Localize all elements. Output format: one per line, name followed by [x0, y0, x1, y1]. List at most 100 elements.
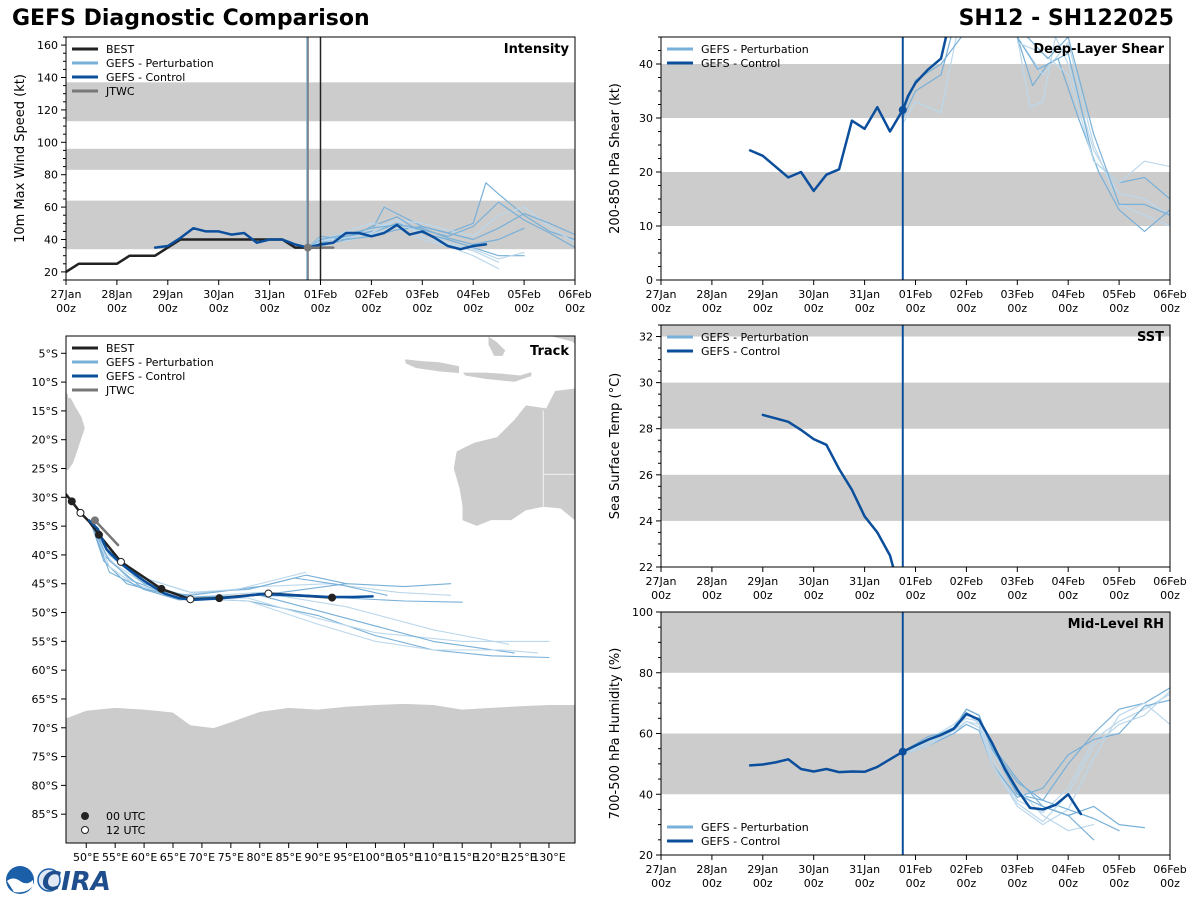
x-tick-sublabel: 00z — [702, 302, 722, 315]
x-tick-sublabel: 00z — [753, 877, 773, 890]
y-tick-label: 40 — [639, 788, 653, 801]
y-tick-label: 120 — [37, 104, 58, 117]
x-tick-label: 02Feb — [950, 863, 983, 876]
series-group — [761, 413, 895, 567]
x-tick-sublabel: 00z — [311, 302, 331, 315]
x-tick-label: 105°E — [388, 851, 421, 864]
x-tick-label: 04Feb — [1051, 575, 1084, 588]
x-tick-label: 125°E — [503, 851, 536, 864]
madagascar-land — [66, 391, 86, 471]
legend-label: GEFS - Control — [701, 57, 780, 70]
perturbation-line — [902, 690, 1170, 823]
init-marker — [898, 105, 907, 114]
x-tick-label: 65°E — [160, 851, 186, 864]
marker-legend-symbol — [81, 812, 89, 820]
y-tick-label: 5°S — [39, 347, 58, 360]
perturbation-line — [1016, 37, 1170, 200]
y-tick-label: 35°S — [32, 520, 58, 533]
antarctica-land — [66, 703, 575, 843]
series-group — [748, 687, 1170, 841]
y-tick-label: 80°S — [32, 779, 58, 792]
control-track — [87, 519, 374, 602]
lesser-sunda-land — [461, 371, 532, 383]
best-marker-00utc — [67, 497, 76, 506]
x-tick-sublabel: 00z — [463, 302, 483, 315]
panel-title: Mid-Level RH — [1068, 617, 1164, 632]
x-tick-label: 04Feb — [456, 288, 489, 301]
x-tick-sublabel: 00z — [906, 877, 926, 890]
y-tick-label: 70°S — [32, 722, 58, 735]
x-tick-label: 01Feb — [899, 863, 932, 876]
panel-title: Track — [530, 344, 569, 359]
perturbation-track — [91, 525, 452, 598]
x-tick-label: 05Feb — [1102, 288, 1135, 301]
y-tick-label: 32 — [639, 331, 653, 344]
x-tick-label: 29Jan — [747, 288, 778, 301]
perturbation-line — [307, 213, 575, 250]
x-tick-sublabel: 00z — [412, 302, 432, 315]
best-marker-12utc — [186, 595, 195, 604]
legend-label: GEFS - Perturbation — [701, 43, 809, 56]
x-tick-sublabel: 00z — [209, 302, 229, 315]
y-tick-label: 15°S — [32, 405, 58, 418]
noaa-cira-logo: CIRA — [6, 866, 111, 896]
cira-wordmark: CIRA — [42, 867, 111, 896]
x-tick-sublabel: 00z — [107, 302, 127, 315]
x-tick-label: 05Feb — [1102, 575, 1135, 588]
storm-id: SH12 - SH122025 — [958, 6, 1174, 31]
x-tick-sublabel: 00z — [855, 589, 875, 602]
y-tick-label: 25°S — [32, 463, 58, 476]
legend-label: GEFS - Perturbation — [106, 57, 214, 70]
x-tick-label: 27Jan — [646, 288, 677, 301]
y-tick-label: 10°S — [32, 376, 58, 389]
category-band — [661, 172, 1170, 226]
x-tick-sublabel: 00z — [957, 589, 977, 602]
x-tick-sublabel: 00z — [804, 877, 824, 890]
x-tick-label: 02Feb — [950, 288, 983, 301]
x-tick-label: 02Feb — [950, 575, 983, 588]
y-tick-label: 65°S — [32, 693, 58, 706]
x-tick-label: 30Jan — [798, 575, 829, 588]
y-tick-label: 80 — [639, 667, 653, 680]
x-tick-sublabel: 00z — [651, 302, 671, 315]
y-tick-label: 60 — [639, 728, 653, 741]
y-tick-label: 50°S — [32, 607, 58, 620]
x-tick-sublabel: 00z — [1058, 302, 1078, 315]
legend-label: GEFS - Control — [106, 370, 185, 383]
category-band — [661, 325, 1170, 337]
panel-intensity: 2040608010012014016027Jan00z28Jan00z29Ja… — [13, 36, 592, 315]
x-tick-sublabel: 00z — [1058, 877, 1078, 890]
x-tick-label: 01Feb — [899, 288, 932, 301]
y-tick-label: 55°S — [32, 635, 58, 648]
panel-title: Intensity — [504, 42, 570, 57]
legend-label: BEST — [106, 43, 134, 56]
legend-label: GEFS - Control — [701, 345, 780, 358]
x-tick-sublabel: 00z — [158, 302, 178, 315]
x-tick-sublabel: 00z — [855, 302, 875, 315]
x-tick-label: 29Jan — [747, 863, 778, 876]
x-tick-label: 75°E — [218, 851, 244, 864]
y-tick-label: 0 — [646, 274, 653, 287]
x-tick-sublabel: 00z — [1160, 877, 1180, 890]
plot-frame — [65, 335, 576, 844]
x-tick-label: 06Feb — [1153, 288, 1186, 301]
sulawesi-land — [487, 336, 506, 357]
x-tick-label: 80°E — [247, 851, 273, 864]
jtwc-track — [93, 519, 120, 547]
control-line — [748, 712, 1083, 816]
x-tick-sublabel: 00z — [804, 589, 824, 602]
best-marker-00utc — [215, 594, 224, 603]
x-tick-label: 27Jan — [51, 288, 82, 301]
x-tick-label: 29Jan — [152, 288, 183, 301]
panel-shear: 01020304027Jan00z28Jan00z29Jan00z30Jan00… — [608, 36, 1187, 315]
x-tick-label: 95°E — [333, 851, 359, 864]
legend-label: GEFS - Perturbation — [106, 356, 214, 369]
y-tick-label: 20°S — [32, 434, 58, 447]
best-marker-00utc — [157, 584, 166, 593]
x-tick-label: 28Jan — [696, 575, 727, 588]
plot-frame — [660, 324, 1171, 568]
x-tick-label: 31Jan — [849, 575, 880, 588]
x-tick-label: 90°E — [304, 851, 330, 864]
x-tick-label: 110°E — [417, 851, 450, 864]
java-land — [404, 358, 460, 374]
